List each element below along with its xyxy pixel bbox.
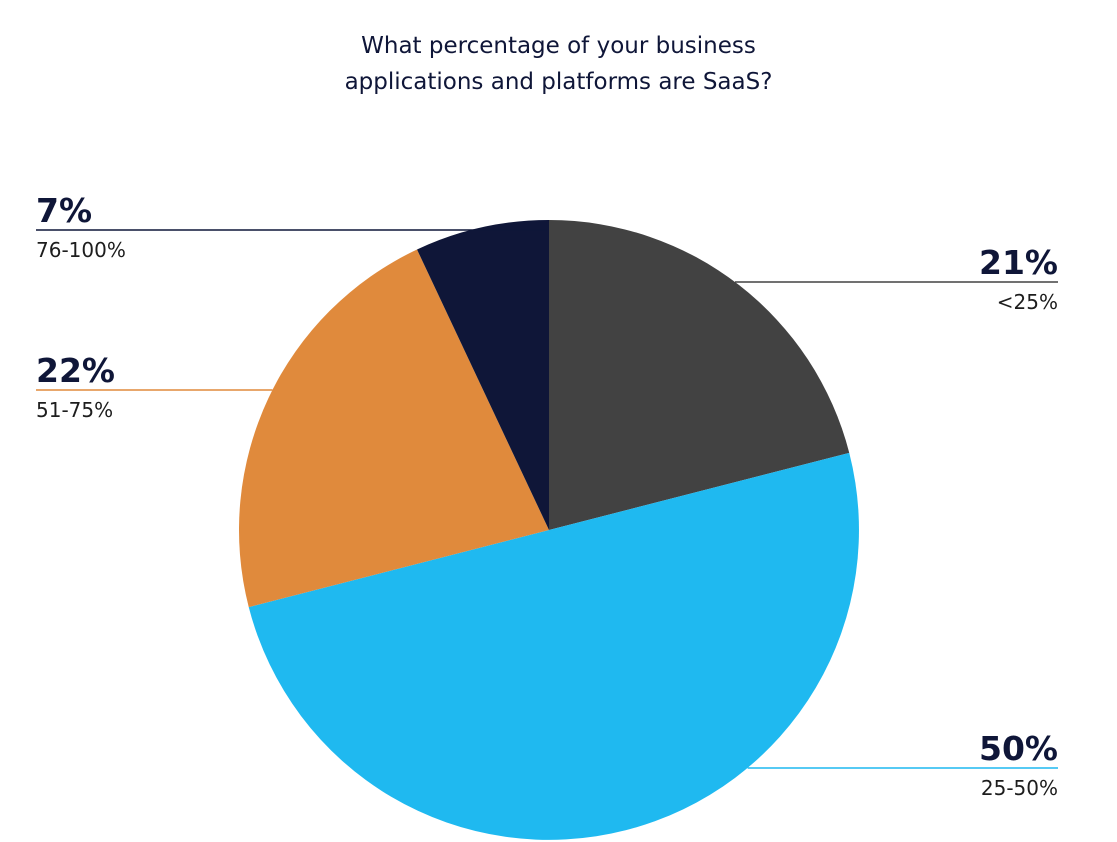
slice-percent-label: 7% [36, 191, 92, 230]
pie-slices [238, 220, 859, 840]
slice-labels: 21% <25% 50% 25-50% 22% 51-75% 7% 76-100% [36, 191, 1058, 800]
slice-category-label: 25-50% [981, 776, 1058, 800]
pie-slice-76-100 [417, 220, 549, 530]
slice-percent-label: 50% [979, 729, 1058, 768]
leader-lines [36, 229, 1058, 769]
slice-category-label: <25% [997, 290, 1058, 314]
slice-percent-label: 22% [36, 351, 115, 390]
pie-slice-51-75 [238, 249, 549, 608]
slice-percent-label: 21% [979, 243, 1058, 282]
chart-title-line-2: applications and platforms are SaaS? [344, 69, 773, 95]
pie-slice-25-50 [248, 452, 859, 840]
slice-category-label: 76-100% [36, 238, 126, 262]
pie-slice-25 [549, 220, 850, 530]
chart-title: What percentage of your business applica… [0, 28, 1117, 100]
slice-category-label: 51-75% [36, 398, 113, 422]
chart-title-line-1: What percentage of your business [361, 33, 756, 59]
